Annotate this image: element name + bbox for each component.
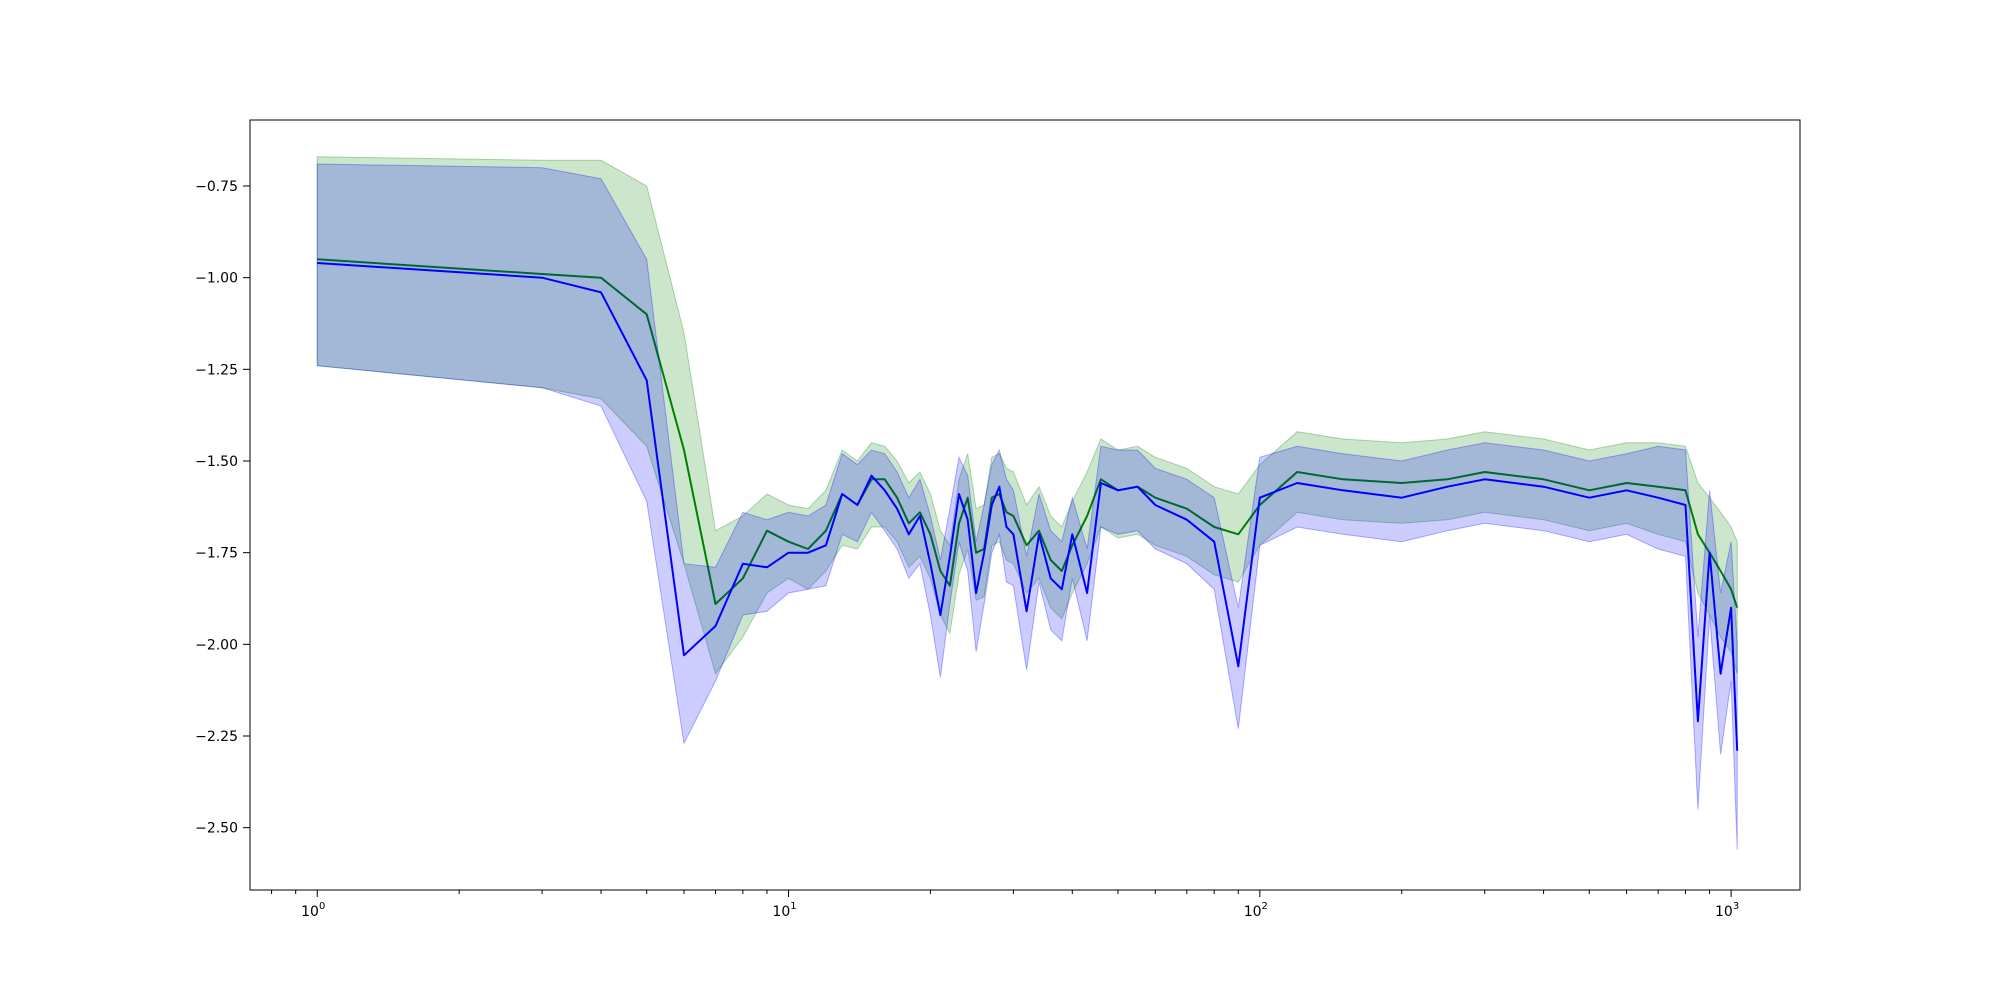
series-2-band (316, 163, 1738, 850)
y-axis: −0.75 −1.00 −1.25 −1.50 −1.75 −2.00 −2.25 −2.50 (195, 179, 250, 837)
x-tick-label: 100 (301, 901, 325, 920)
y-tick-label: −1.00 (195, 271, 238, 287)
y-tick-label: −1.50 (195, 454, 238, 470)
y-tick-label: −2.25 (195, 729, 238, 745)
x-tick-label: 101 (772, 901, 796, 920)
y-tick-label: −1.75 (195, 546, 238, 562)
x-axis: 100 101 102 103 (271, 890, 1739, 920)
series-1-band (316, 156, 1738, 675)
series-1 (316, 156, 1739, 675)
y-tick-label: −2.00 (195, 637, 238, 653)
series-2 (316, 163, 1739, 850)
plot-area-frame (249, 119, 1801, 891)
x-tick-label: 103 (1715, 901, 1739, 920)
y-tick-label: −0.75 (195, 179, 238, 195)
series-2-line (317, 262, 1739, 751)
series-layer (316, 156, 1739, 850)
series-1-line (317, 258, 1739, 609)
y-tick-label: −1.25 (195, 362, 238, 378)
plot-area-background (250, 120, 1800, 890)
x-tick-label: 102 (1244, 901, 1268, 920)
y-tick-label: −2.50 (195, 821, 238, 837)
